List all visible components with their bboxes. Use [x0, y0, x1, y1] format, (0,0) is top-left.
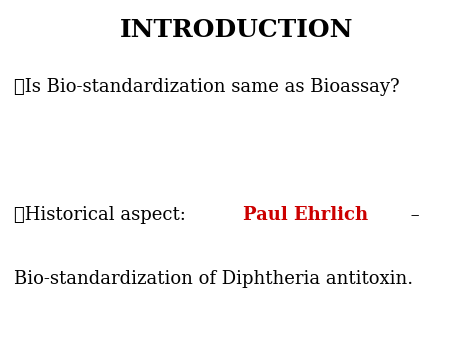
Text: ➤Is Bio-standardization same as Bioassay?: ➤Is Bio-standardization same as Bioassay…: [14, 78, 400, 96]
Text: INTRODUCTION: INTRODUCTION: [120, 18, 354, 42]
Text: Paul Ehrlich: Paul Ehrlich: [244, 206, 369, 224]
Text: ➤Historical aspect:: ➤Historical aspect:: [14, 206, 192, 224]
Text: Bio-standardization of Diphtheria antitoxin.: Bio-standardization of Diphtheria antito…: [14, 270, 413, 288]
Text: –: –: [405, 206, 419, 224]
